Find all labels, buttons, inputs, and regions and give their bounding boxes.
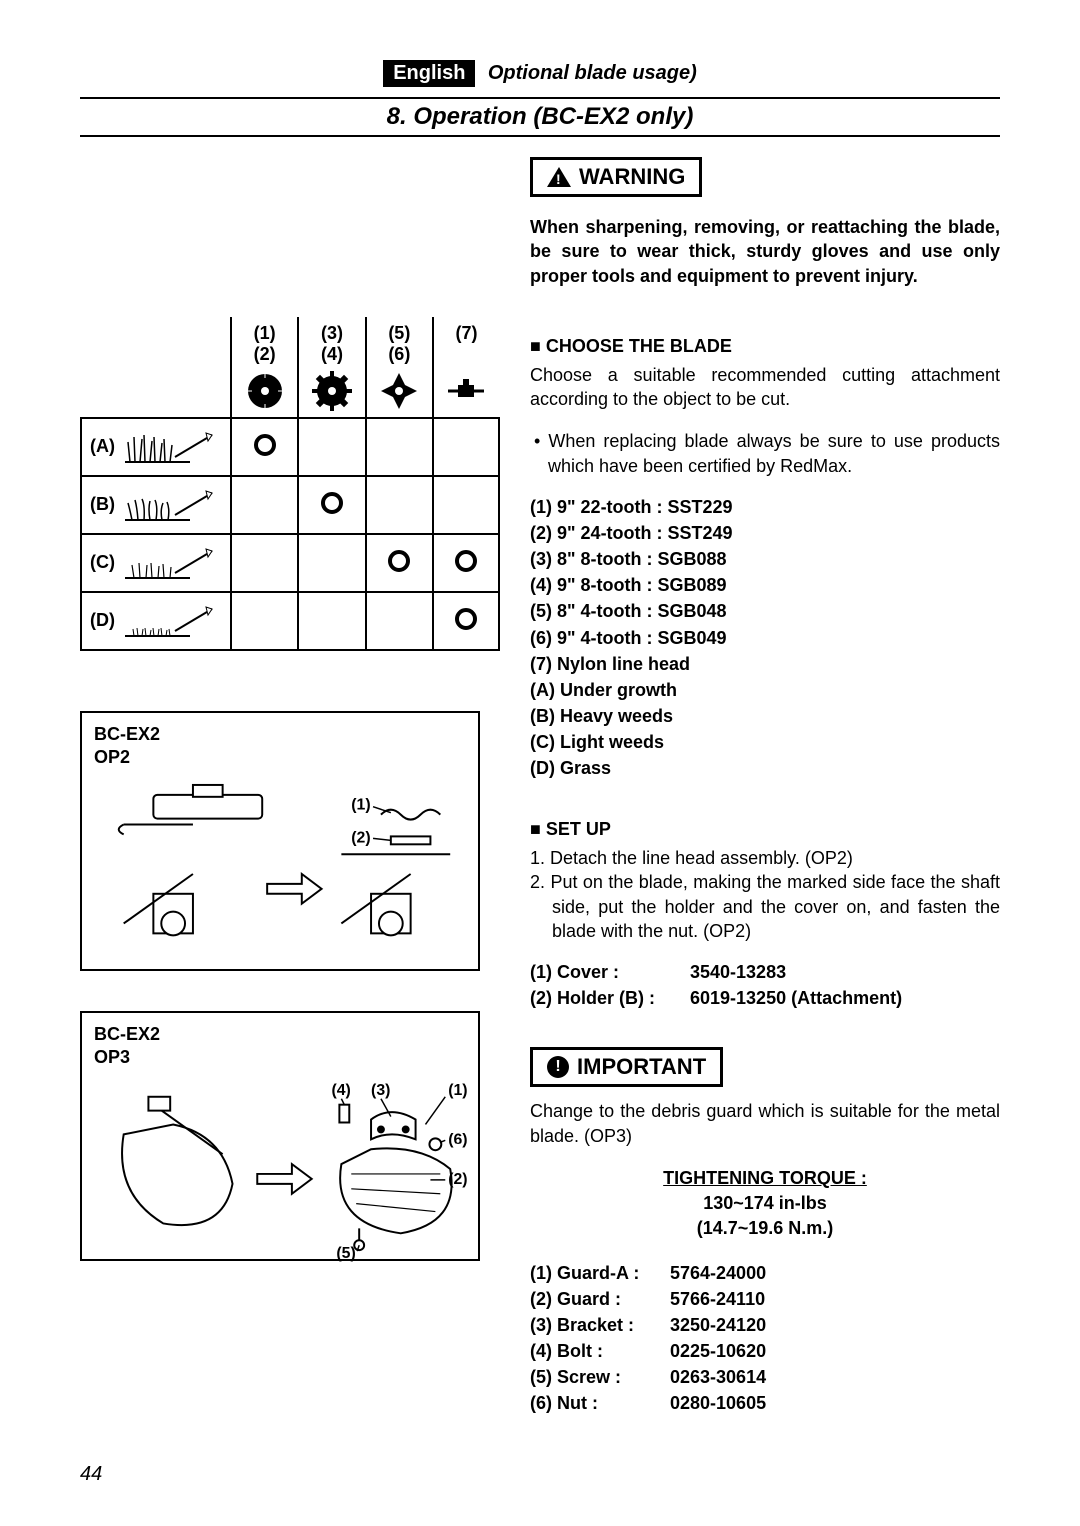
op2-label-2: (2) <box>351 829 370 846</box>
grass-icon <box>120 601 220 641</box>
right-column: WARNING When sharpening, removing, or re… <box>530 157 1000 1434</box>
table-row: (C) <box>81 534 499 592</box>
svg-text:(4): (4) <box>331 1082 350 1099</box>
heavy-weeds-icon <box>120 485 220 525</box>
torque-spec: TIGHTENING TORQUE : 130~174 in-lbs (14.7… <box>530 1166 1000 1242</box>
check-mark <box>455 608 477 630</box>
op2-diagram: BC-EX2OP2 <box>80 711 480 971</box>
svg-text:(1): (1) <box>448 1082 467 1099</box>
setup-parts: (1) Cover :3540-13283 (2) Holder (B) :60… <box>530 959 1000 1011</box>
svg-text:(6): (6) <box>448 1131 467 1148</box>
important-icon: ! <box>547 1056 569 1078</box>
important-text: Change to the debris guard which is suit… <box>530 1099 1000 1148</box>
choose-blade-bullet: When replacing blade always be sure to u… <box>530 429 1000 478</box>
four-tooth-blade-icon <box>379 371 419 411</box>
important-box: ! IMPORTANT <box>530 1047 723 1087</box>
page-number: 44 <box>80 1463 102 1486</box>
svg-text:(2): (2) <box>448 1171 467 1188</box>
blade-list: (1) 9" 22-tooth : SST229 (2) 9" 24-tooth… <box>530 494 1000 781</box>
left-column: (1)(2) (3)(4) (5)(6) <box>80 157 500 1434</box>
warning-label: WARNING <box>579 164 685 190</box>
warning-text: When sharpening, removing, or reattachin… <box>530 215 1000 288</box>
optional-label: Optional blade usage) <box>488 62 697 84</box>
saw-blade-icon <box>245 371 285 411</box>
svg-text:(3): (3) <box>371 1082 390 1099</box>
op2-label-1: (1) <box>351 796 370 813</box>
eight-tooth-blade-icon <box>312 371 352 411</box>
header: English Optional blade usage) <box>80 60 1000 87</box>
check-mark <box>254 434 276 456</box>
table-row: (D) <box>81 592 499 650</box>
choose-blade-intro: Choose a suitable recommended cutting at… <box>530 363 1000 412</box>
col-12: (1)(2) <box>231 317 298 418</box>
col-7: (7) <box>433 317 499 418</box>
check-mark <box>388 550 410 572</box>
svg-text:(5): (5) <box>336 1245 355 1262</box>
check-mark <box>455 550 477 572</box>
light-weeds-icon <box>120 543 220 583</box>
guard-parts-list: (1) Guard-A :5764-24000 (2) Guard :5766-… <box>530 1260 1000 1417</box>
table-row: (A) <box>81 418 499 476</box>
table-row: (B) <box>81 476 499 534</box>
setup-heading: SET UP <box>530 819 1000 840</box>
undergrowth-icon <box>120 427 220 467</box>
blade-selection-table: (1)(2) (3)(4) (5)(6) <box>80 317 500 651</box>
important-label: IMPORTANT <box>577 1054 706 1080</box>
warning-triangle-icon <box>547 167 571 187</box>
op3-diagram: BC-EX2OP3 <box>80 1011 480 1261</box>
check-mark <box>321 492 343 514</box>
nylon-head-icon <box>446 371 486 411</box>
choose-blade-heading: CHOOSE THE BLADE <box>530 336 1000 357</box>
language-badge: English <box>383 60 475 87</box>
setup-steps: 1. Detach the line head assembly. (OP2) … <box>530 846 1000 943</box>
section-title: 8. Operation (BC-EX2 only) <box>80 97 1000 137</box>
col-34: (3)(4) <box>298 317 365 418</box>
col-56: (5)(6) <box>366 317 433 418</box>
warning-box: WARNING <box>530 157 702 197</box>
